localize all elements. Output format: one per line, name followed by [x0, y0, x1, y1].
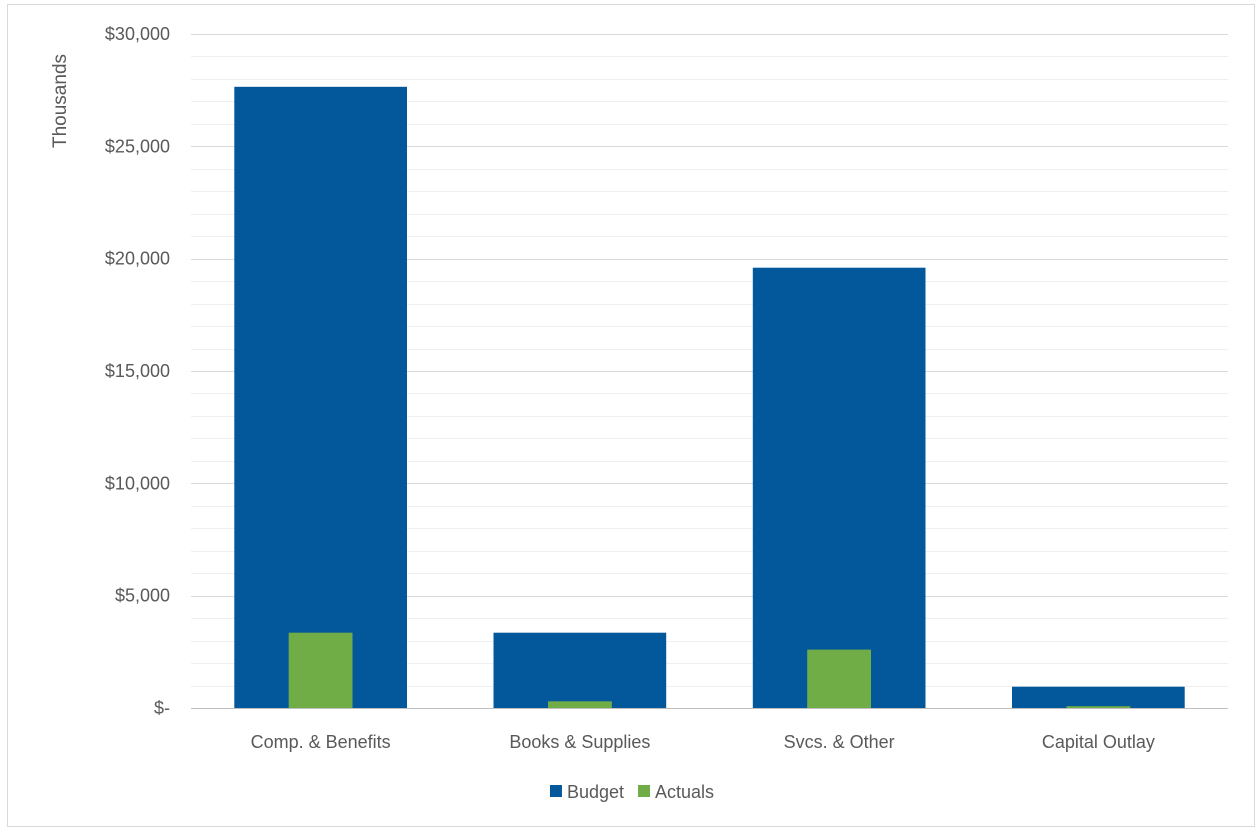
bar-actuals-1 [548, 701, 612, 708]
y-tick-label: $30,000 [105, 24, 170, 44]
x-tick-label: Svcs. & Other [784, 732, 895, 752]
x-tick-label: Capital Outlay [1042, 732, 1155, 752]
y-tick-label: $5,000 [115, 586, 170, 606]
bar-budget-3 [1012, 686, 1185, 708]
bars [234, 86, 1185, 709]
bar-actuals-0 [288, 632, 353, 708]
x-tick-label: Comp. & Benefits [251, 732, 391, 752]
y-tick-label: $10,000 [105, 473, 170, 493]
legend: Budget Actuals [549, 782, 714, 802]
legend-label-budget: Budget [567, 782, 624, 802]
bar-budget-1 [493, 632, 667, 708]
chart-frame: $- $5,000 $10,000 $15,000 $20,000 $25,000 $30,… [7, 4, 1255, 827]
bar-chart: $- $5,000 $10,000 $15,000 $20,000 $25,000 $30,… [50, 24, 1228, 802]
legend-marker-actuals [638, 785, 651, 797]
bar-budget-0 [234, 86, 407, 709]
x-tick-labels: Comp. & Benefits Books & Supplies Svcs. & … [251, 732, 1155, 752]
y-tick-labels: $- $5,000 $10,000 $15,000 $20,000 $25,000 $30,… [105, 24, 170, 718]
bar-actuals-2 [807, 649, 871, 708]
legend-item-actuals: Actuals [638, 782, 714, 802]
legend-label-actuals: Actuals [655, 782, 714, 802]
x-tick-label: Books & Supplies [509, 732, 650, 752]
legend-item-budget: Budget [549, 782, 624, 802]
y-tick-label: $15,000 [105, 361, 170, 381]
bar-budget-2 [752, 267, 926, 708]
y-axis-label: Thousands [50, 54, 71, 148]
legend-marker-budget [549, 785, 562, 797]
y-tick-label: $20,000 [105, 249, 170, 269]
y-tick-label: $25,000 [105, 136, 170, 156]
bar-actuals-3 [1066, 706, 1131, 708]
y-tick-label: $- [154, 698, 170, 718]
